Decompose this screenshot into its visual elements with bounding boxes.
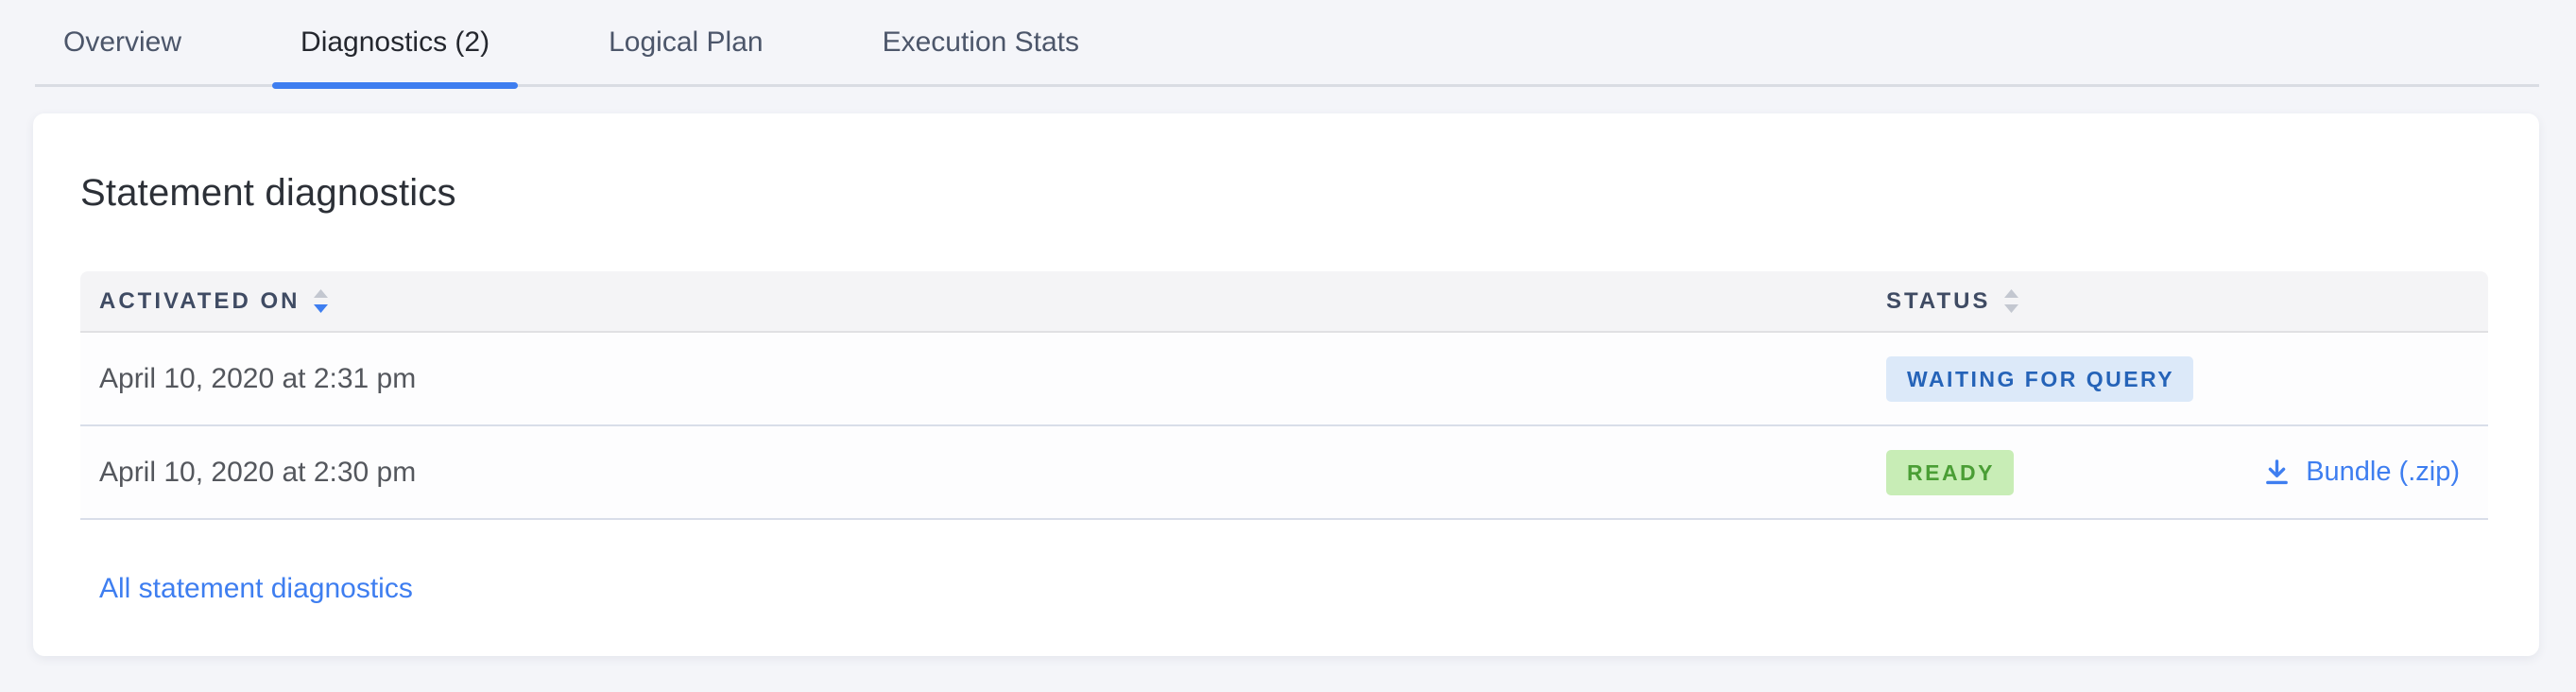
action-cell: Bundle (.zip) xyxy=(2205,457,2488,488)
status-cell: WAITING FOR QUERY xyxy=(1862,355,2205,402)
all-statement-diagnostics-link[interactable]: All statement diagnostics xyxy=(99,573,413,604)
tab-diagnostics[interactable]: Diagnostics (2) xyxy=(272,0,519,89)
column-header-label: ACTIVATED ON xyxy=(99,287,301,314)
tab-bar: Overview Diagnostics (2) Logical Plan Ex… xyxy=(35,0,2539,89)
bundle-download-link[interactable]: Bundle (.zip) xyxy=(2262,457,2460,488)
tab-overview[interactable]: Overview xyxy=(63,26,182,58)
bundle-link-label: Bundle (.zip) xyxy=(2306,457,2460,487)
diagnostics-table: ACTIVATED ON STATUS April 10, 2020 at 2:… xyxy=(80,271,2488,520)
sort-arrows-icon xyxy=(2004,289,2019,313)
table-row: April 10, 2020 at 2:31 pm WAITING FOR QU… xyxy=(80,333,2488,426)
activated-on-cell: April 10, 2020 at 2:31 pm xyxy=(99,362,417,394)
activated-on-cell: April 10, 2020 at 2:30 pm xyxy=(99,456,417,488)
table-header-row: ACTIVATED ON STATUS xyxy=(80,271,2488,333)
column-header-status[interactable]: STATUS xyxy=(1862,288,2205,315)
table-row: April 10, 2020 at 2:30 pm READY Bundle (… xyxy=(80,426,2488,520)
column-header-label: STATUS xyxy=(1886,287,1991,314)
status-cell: READY xyxy=(1862,449,2205,495)
download-icon xyxy=(2266,459,2289,485)
sort-arrows-icon xyxy=(314,289,329,313)
status-badge: WAITING FOR QUERY xyxy=(1886,355,2194,402)
tab-logical-plan[interactable]: Logical Plan xyxy=(609,26,764,58)
column-header-activated-on[interactable]: ACTIVATED ON xyxy=(80,288,1862,315)
tab-execution-stats[interactable]: Execution Stats xyxy=(882,26,1080,58)
status-badge: READY xyxy=(1886,449,2015,495)
panel-title: Statement diagnostics xyxy=(80,172,456,214)
statement-diagnostics-panel: Statement diagnostics ACTIVATED ON STATU… xyxy=(33,113,2539,656)
